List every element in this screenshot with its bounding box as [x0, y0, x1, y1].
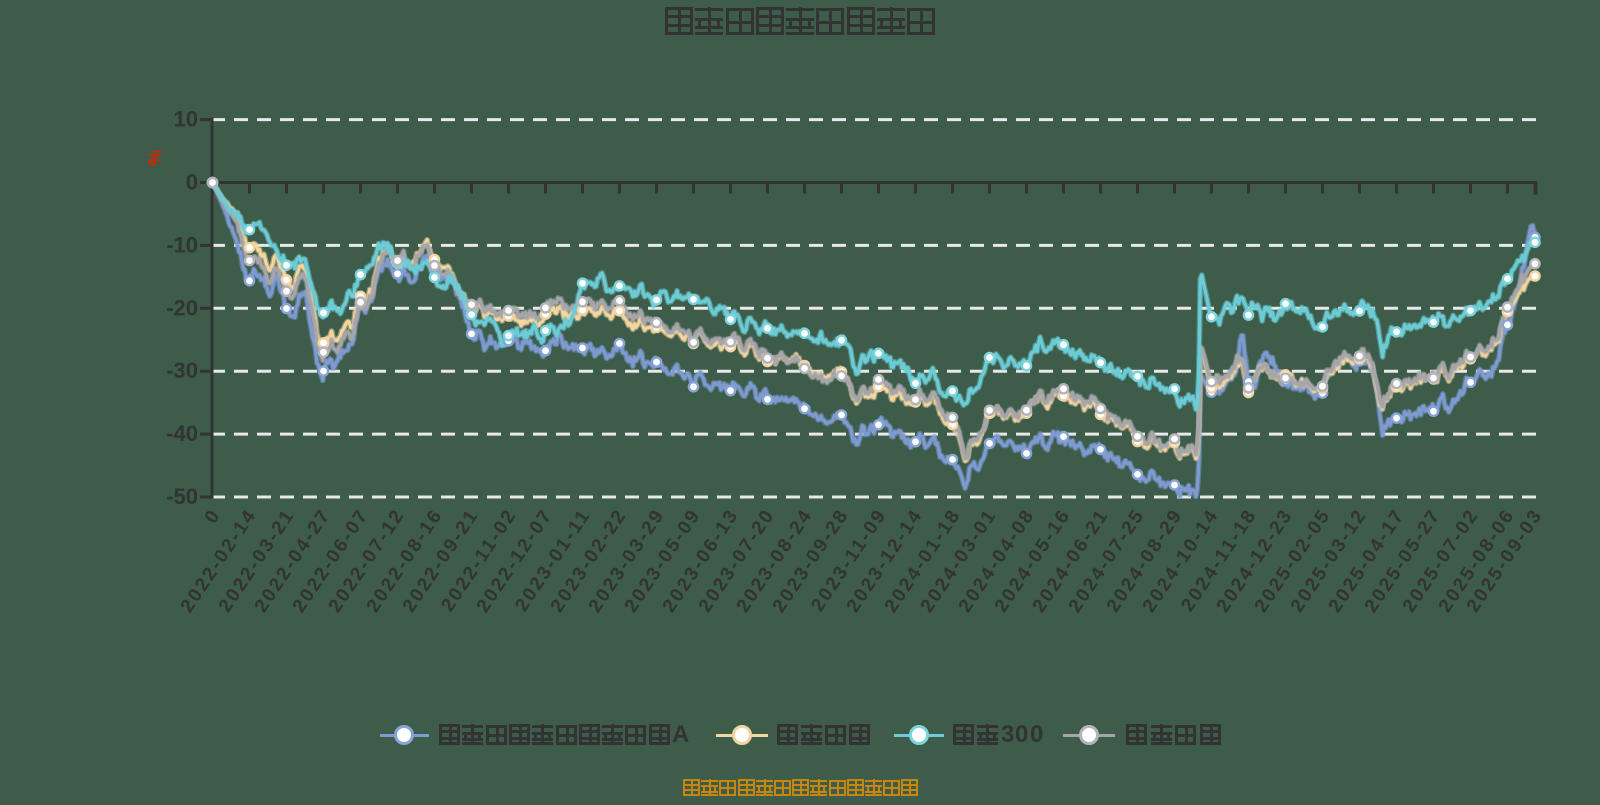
svg-text:-10: -10 [166, 232, 198, 257]
svg-text:-20: -20 [166, 295, 198, 320]
svg-text:10: 10 [174, 107, 198, 132]
svg-text:-50: -50 [166, 484, 198, 509]
svg-text:-30: -30 [166, 358, 198, 383]
svg-text:0: 0 [186, 170, 198, 195]
svg-text:-40: -40 [166, 421, 198, 446]
